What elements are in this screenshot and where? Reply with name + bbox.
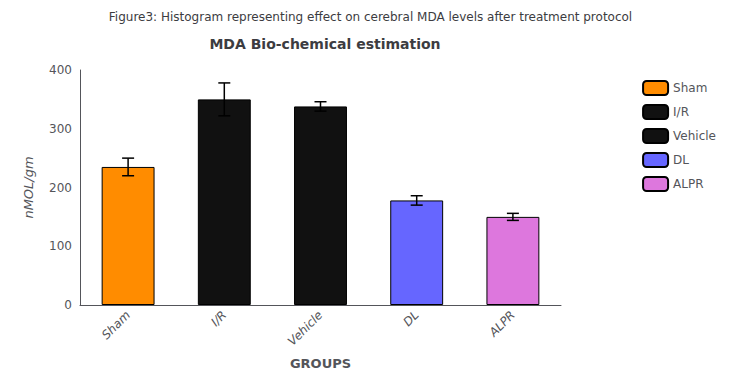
svg-text:Vehicle: Vehicle [673,129,716,143]
svg-text:Sham: Sham [99,308,133,342]
svg-text:300: 300 [49,122,72,136]
svg-text:Figure3: Histogram representin: Figure3: Histogram representing effect o… [109,10,632,24]
svg-text:DL: DL [401,308,422,329]
svg-text:MDA Bio-chemical estimation: MDA Bio-chemical estimation [209,36,440,52]
svg-text:0: 0 [64,298,72,312]
svg-text:I/R: I/R [208,308,229,329]
svg-text:Sham: Sham [673,81,707,95]
svg-text:200: 200 [49,181,72,195]
svg-text:ALPR: ALPR [486,308,518,340]
svg-text:DL: DL [673,153,689,167]
svg-text:ALPR: ALPR [673,177,703,191]
svg-text:GROUPS: GROUPS [290,356,351,371]
svg-text:nMOL/gm: nMOL/gm [21,156,36,218]
svg-text:100: 100 [49,239,72,253]
svg-text:I/R: I/R [673,105,689,119]
svg-text:400: 400 [49,63,72,77]
svg-text:Vehicle: Vehicle [285,308,325,348]
